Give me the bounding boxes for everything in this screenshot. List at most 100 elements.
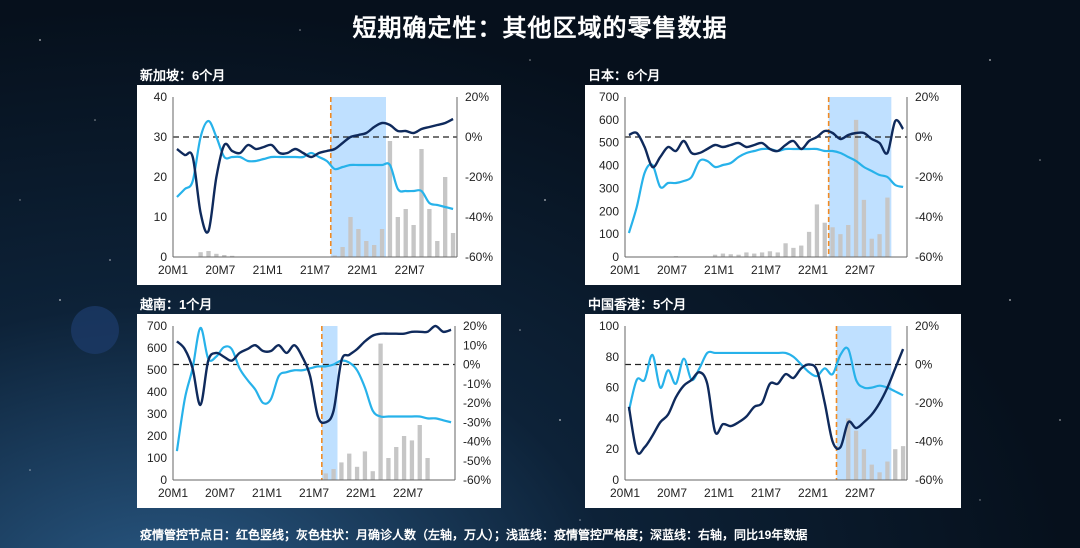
left-tick-label: 100 — [599, 319, 619, 333]
left-tick-label: 100 — [147, 451, 167, 465]
x-tick-label: 22M7 — [845, 263, 875, 277]
case-bar — [356, 229, 361, 257]
series-stringency-line — [627, 346, 904, 411]
case-bar — [900, 446, 906, 480]
right-tick-label: -60% — [915, 473, 943, 487]
left-tick-label: 80 — [606, 350, 620, 364]
right-tick-label: -40% — [463, 435, 491, 449]
case-bar — [885, 461, 890, 480]
left-tick-label: 300 — [147, 407, 167, 421]
case-bar — [838, 234, 843, 257]
left-tick-label: 10 — [154, 210, 168, 224]
series-stringency-line — [175, 326, 452, 452]
right-tick-label: -30% — [463, 415, 491, 429]
case-bar — [736, 254, 741, 257]
case-bar — [370, 471, 375, 480]
panel-title-vietnam: 越南：1个月 — [140, 297, 213, 312]
case-bar — [846, 418, 851, 480]
case-bar — [783, 243, 788, 257]
x-tick-label: 21M7 — [751, 486, 781, 500]
case-bar — [720, 253, 726, 257]
case-bar — [759, 252, 765, 257]
left-tick-label: 200 — [147, 429, 167, 443]
panel-title-hongkong: 中国香港：5个月 — [588, 297, 687, 312]
left-tick-label: 40 — [154, 90, 168, 104]
right-tick-label: -50% — [463, 454, 491, 468]
left-tick-label: 600 — [147, 341, 167, 355]
case-bar — [371, 245, 377, 257]
left-tick-label: 200 — [599, 204, 619, 218]
case-bar — [442, 177, 448, 257]
right-tick-label: 20% — [463, 319, 487, 333]
case-bar — [830, 227, 835, 257]
right-tick-label: -20% — [915, 396, 943, 410]
footer-note: 疫情管控节点日：红色竖线；灰色柱状：月确诊人数（左轴，万人）；浅蓝线：疫情管控严… — [140, 528, 808, 542]
case-bar — [861, 199, 867, 257]
left-tick-label: 0 — [612, 473, 619, 487]
case-bar — [775, 252, 780, 257]
x-tick-label: 20M1 — [158, 263, 188, 277]
left-tick-label: 0 — [612, 250, 619, 264]
right-tick-label: 20% — [465, 90, 489, 104]
x-tick-label: 22M7 — [845, 486, 875, 500]
case-bar — [877, 234, 882, 257]
case-bar — [853, 430, 859, 480]
chart-vietnam: 700 600 500 400 300 200 100 0 20% 10% 0% -10% -20% -3… — [137, 314, 501, 508]
series-yoy-line — [176, 324, 452, 425]
right-tick-label: -60% — [465, 250, 493, 264]
case-bar — [419, 149, 424, 257]
x-tick-label: 21M1 — [704, 263, 734, 277]
x-tick-label: 22M7 — [393, 486, 423, 500]
case-bar — [806, 231, 812, 257]
left-tick-label: 400 — [147, 385, 167, 399]
right-tick-label: 0% — [915, 358, 933, 372]
left-tick-label: 300 — [599, 181, 619, 195]
left-tick-label: 20 — [154, 170, 168, 184]
panel-title-japan: 日本：6个月 — [588, 68, 661, 83]
left-tick-label: 500 — [147, 363, 167, 377]
x-tick-label: 21M7 — [300, 263, 330, 277]
case-bar — [214, 253, 219, 257]
x-tick-label: 20M1 — [610, 263, 640, 277]
case-bar — [198, 252, 203, 257]
case-bar — [767, 251, 773, 257]
case-bar — [427, 209, 432, 257]
case-bar — [411, 225, 416, 257]
x-tick-label: 22M1 — [347, 263, 377, 277]
x-tick-label: 20M7 — [657, 263, 687, 277]
case-bar — [386, 458, 391, 480]
case-bar — [331, 469, 336, 480]
x-tick-label: 22M7 — [395, 263, 425, 277]
x-tick-label: 21M1 — [252, 486, 282, 500]
planet-graphic — [71, 306, 119, 354]
right-tick-label: -20% — [915, 170, 943, 184]
case-bar — [450, 233, 456, 257]
case-bar — [435, 241, 440, 257]
left-tick-label: 400 — [599, 159, 619, 173]
x-tick-label: 20M7 — [205, 263, 235, 277]
right-tick-label: 0% — [465, 130, 483, 144]
case-bar — [869, 238, 874, 257]
case-bar — [752, 253, 757, 257]
case-bar — [744, 252, 749, 257]
series-yoy-line — [176, 117, 454, 234]
right-tick-label: 0% — [463, 358, 481, 372]
case-bar — [417, 425, 422, 480]
left-tick-label: 700 — [599, 90, 619, 104]
case-bar — [222, 255, 227, 257]
series-stringency-line — [627, 147, 904, 234]
case-bar — [332, 255, 337, 257]
case-bar — [364, 241, 369, 257]
x-tick-label: 22M1 — [798, 486, 828, 500]
case-bar — [791, 247, 796, 257]
right-tick-label: -40% — [915, 210, 943, 224]
x-tick-label: 22M1 — [798, 263, 828, 277]
case-bar — [799, 245, 804, 257]
case-bar — [403, 209, 408, 257]
x-tick-label: 21M1 — [704, 486, 734, 500]
case-bar — [348, 217, 353, 257]
left-tick-label: 30 — [154, 130, 168, 144]
right-tick-label: -60% — [463, 473, 491, 487]
case-bar — [885, 197, 890, 257]
